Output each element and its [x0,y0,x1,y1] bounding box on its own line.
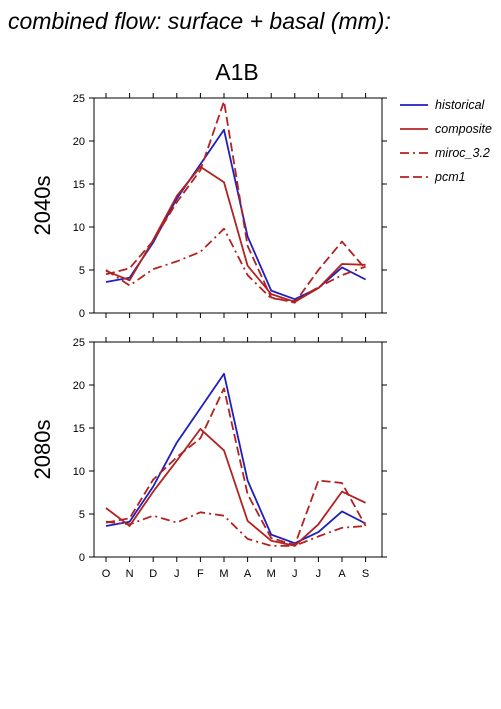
x-tick-label: N [126,568,134,580]
legend: historical composite miroc_3.2 pcm1 [400,98,492,184]
series-line-miroc_3.2 [105,227,366,302]
y-tick-label: 0 [79,308,85,320]
x-tick-label: J [292,568,298,580]
figure-suptitle: combined flow: surface + basal (mm): [8,8,391,34]
row-label-2040s: 2040s [30,176,55,236]
legend-label: pcm1 [434,170,466,184]
row-label-2080s: 2080s [30,420,55,480]
series-line-composite [105,427,366,547]
series-line-historical [105,128,367,301]
x-tick-label: D [149,568,157,580]
x-tick-label: O [102,568,111,580]
x-tick-label: A [244,568,252,580]
legend-item-historical: historical [400,98,486,112]
x-tick-label: S [362,568,369,580]
legend-label: composite [435,122,492,136]
series-line-historical [105,372,367,545]
x-tick-label: M [267,568,276,580]
y-tick-label: 25 [73,93,85,105]
plot-frame [93,97,383,314]
y-tick-label: 25 [73,337,85,349]
series-line-pcm1 [105,387,367,546]
legend-item-miroc_3.2: miroc_3.2 [400,146,490,160]
x-tick-label: F [197,568,204,580]
y-tick-label: 5 [79,265,85,277]
x-tick-label: M [219,568,228,580]
chart-panel-2080s: 0 5 10 15 20 25 O N D J F M A M J J A S 2080s [30,337,387,580]
legend-item-composite: composite [400,122,492,136]
y-tick-label: 20 [73,136,85,148]
y-tick-label: 15 [73,179,85,191]
chart-panels: 0 5 10 15 20 25 2040s 0 5 10 15 20 25 O N D J F M A M J J A S 208… [30,93,387,580]
x-tick-label: J [174,568,180,580]
legend-label: miroc_3.2 [435,146,490,160]
series-line-miroc_3.2 [105,511,366,547]
y-tick-label: 0 [79,552,85,564]
legend-item-pcm1: pcm1 [400,170,466,184]
panel-title: A1B [215,59,258,85]
y-tick-label: 5 [79,509,85,521]
chart-panel-2040s: 0 5 10 15 20 25 2040s [30,93,387,320]
plot-frame [93,341,383,558]
series-line-pcm1 [105,100,367,304]
y-tick-label: 10 [73,222,85,234]
x-tick-label: J [316,568,322,580]
y-tick-label: 15 [73,423,85,435]
y-tick-label: 10 [73,466,85,478]
y-tick-label: 20 [73,380,85,392]
x-tick-label: A [338,568,346,580]
legend-label: historical [435,98,486,112]
